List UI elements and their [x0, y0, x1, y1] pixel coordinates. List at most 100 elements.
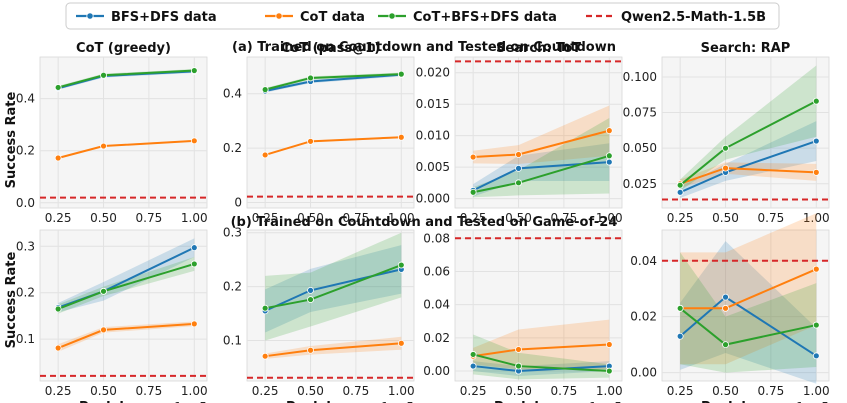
panel-background [454, 229, 623, 382]
data-point [812, 97, 820, 105]
data-point [605, 367, 613, 375]
y-tick-label: 0.04 [423, 298, 450, 312]
y-tick-label: 0.06 [423, 264, 450, 278]
x-tick-label: 0.75 [136, 211, 163, 225]
y-tick-label: 0.010 [416, 129, 450, 143]
data-point [261, 304, 269, 312]
data-point [190, 67, 198, 74]
x-axis-exponent: 1e−5 [174, 400, 207, 403]
x-tick-label: 0.25 [460, 384, 487, 398]
x-axis-label: Peak lr η [701, 400, 766, 403]
y-tick-label: 0.100 [623, 70, 657, 84]
confidence-band [680, 121, 817, 199]
x-tick-label: 0.75 [343, 211, 370, 225]
legend-entry-cotbfsdfs: CoT+BFS+DFS data [378, 10, 557, 25]
confidence-band [680, 213, 817, 365]
x-tick-label: 1.00 [803, 384, 830, 398]
y-tick-label: 0.08 [423, 231, 450, 245]
row-title-a: (a) Trained on Countdown and Tested on C… [232, 40, 616, 55]
legend-label-cotbfsdfs: CoT+BFS+DFS data [413, 10, 557, 25]
panel-background [661, 56, 830, 209]
x-tick-label: 1.00 [388, 384, 415, 398]
panel-title: Search: RAP [701, 41, 791, 56]
legend-frame [65, 2, 780, 30]
y-tick-label: 0.1 [223, 334, 242, 348]
y-tick-label: 0.025 [623, 177, 657, 191]
data-point [605, 127, 613, 135]
panel-title: Search: ToT [496, 41, 581, 56]
y-tick-label: 0.02 [630, 310, 657, 324]
y-tick-label: 0.00 [423, 364, 450, 378]
confidence-band [473, 143, 610, 197]
data-point [397, 261, 405, 269]
x-tick-label: 0.25 [252, 384, 279, 398]
data-point [812, 321, 820, 329]
y-tick-label: 0.4 [16, 92, 35, 106]
x-tick-label: 0.75 [136, 384, 163, 398]
data-point [190, 137, 198, 145]
x-axis-exponent: 1e−5 [381, 400, 414, 403]
y-tick-label: 0.2 [16, 144, 35, 158]
x-tick-label: 0.75 [551, 211, 578, 225]
data-point [515, 346, 522, 353]
data-point [100, 326, 107, 334]
x-tick-label: 0.25 [252, 211, 279, 225]
y-tick-label: 0.3 [223, 226, 242, 240]
legend-entry-baseline: Qwen2.5-Math-1.5B [586, 10, 766, 25]
panel-background [246, 56, 415, 209]
data-point [515, 362, 522, 370]
data-point [722, 304, 729, 312]
data-point [722, 164, 729, 172]
panel-title: CoT (greedy) [76, 41, 171, 56]
data-point [307, 137, 314, 145]
confidence-band [473, 361, 610, 377]
confidence-band [265, 232, 402, 341]
data-point [397, 70, 405, 78]
legend-label-baseline: Qwen2.5-Math-1.5B [621, 10, 766, 25]
data-point [100, 71, 107, 79]
confidence-band [473, 319, 610, 370]
data-point [307, 296, 314, 303]
legend-marker-cot [275, 12, 283, 20]
data-point [676, 181, 684, 189]
y-tick-label: 0.015 [416, 97, 450, 111]
data-point [515, 179, 522, 187]
data-point [722, 144, 729, 152]
confidence-band [473, 118, 610, 198]
x-tick-label: 1.00 [803, 211, 830, 225]
y-tick-label: 0.04 [630, 254, 657, 268]
panel-background [661, 229, 830, 382]
data-point [261, 352, 269, 360]
data-point [397, 339, 405, 347]
data-point [261, 151, 269, 159]
data-point [307, 74, 314, 82]
data-point [54, 344, 62, 352]
x-tick-label: 0.25 [45, 211, 72, 225]
confidence-band [473, 105, 610, 164]
data-point [469, 362, 477, 370]
panel-6: 0.25 0.50 0.75 1.00 0.00 0.02 0.04 0.06 0.08 Peak… [423, 229, 623, 403]
data-point [812, 265, 820, 273]
data-point [397, 133, 405, 141]
y-tick-label: 0.2 [16, 286, 35, 300]
data-point [605, 341, 613, 348]
y-tick-label: 0.2 [223, 141, 242, 155]
data-point [469, 153, 477, 161]
y-axis-label-bottom: Success Rate [4, 251, 19, 348]
y-tick-label: 0.075 [623, 106, 657, 120]
x-tick-label: 1.00 [181, 211, 208, 225]
confidence-band [680, 65, 817, 191]
x-tick-label: 0.50 [90, 211, 117, 225]
x-axis-label: Peak lr η [494, 400, 559, 403]
legend-entry-cot: CoT data [265, 10, 365, 25]
panel-background [454, 56, 623, 209]
y-tick-label: 0.2 [223, 280, 242, 294]
panel-5: 0.25 0.50 0.75 1.00 0.1 0.2 0.3 Peak lr η 1e−5 [223, 226, 415, 403]
legend-marker-bfsdfs [86, 12, 94, 20]
x-tick-label: 0.25 [667, 384, 694, 398]
data-point [100, 142, 107, 150]
y-tick-label: 0.00 [630, 366, 657, 380]
confidence-band [58, 238, 195, 313]
